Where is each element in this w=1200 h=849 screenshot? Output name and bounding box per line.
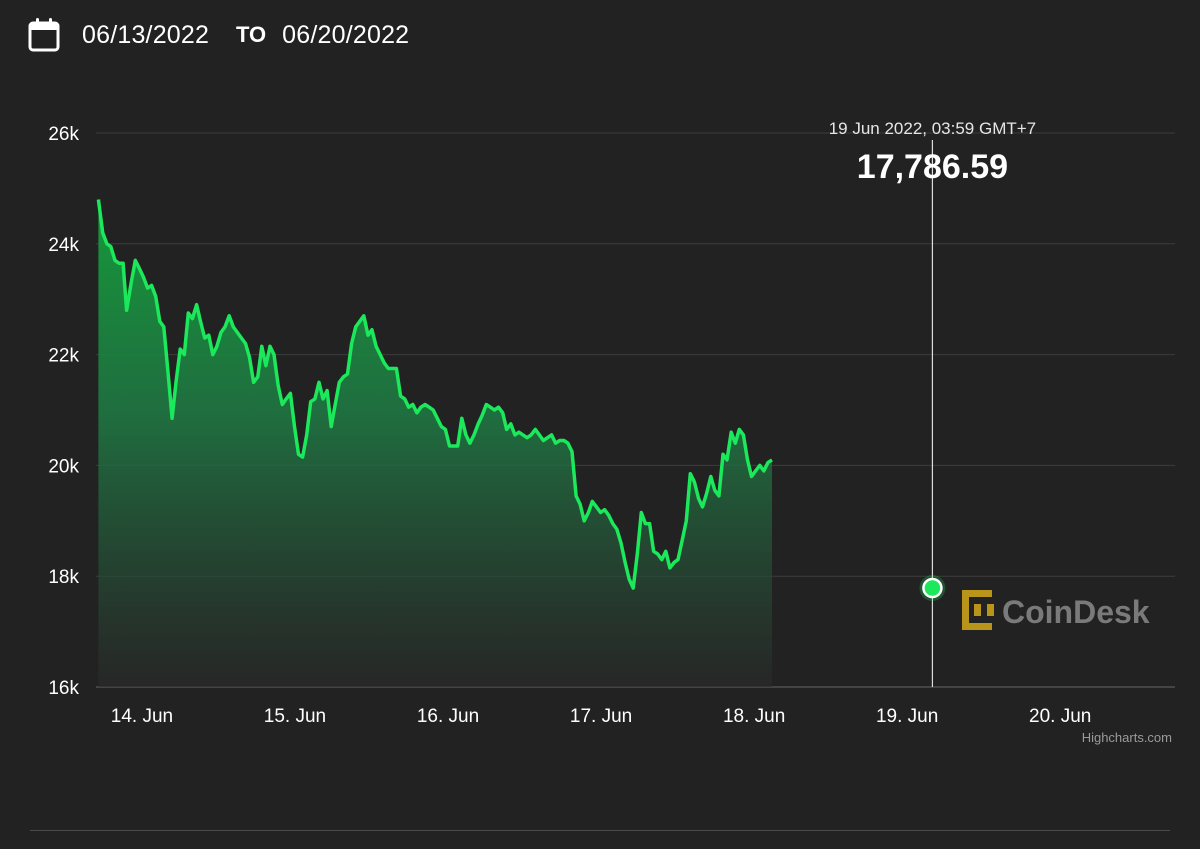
hover-marker[interactable]: [922, 577, 943, 599]
x-tick-label: 14. Jun: [111, 706, 173, 727]
coindesk-logo-icon: [962, 590, 994, 630]
x-tick-label: 20. Jun: [1029, 706, 1091, 727]
tooltip-value: 17,786.59: [857, 148, 1008, 186]
bottom-divider: [30, 830, 1170, 831]
date-range-separator: TO: [236, 22, 267, 47]
y-tick-label: 22k: [48, 346, 79, 367]
y-tick-label: 26k: [48, 124, 79, 145]
y-tick-label: 18k: [48, 567, 79, 588]
end-date-input[interactable]: 06/20/2022: [282, 20, 410, 49]
x-tick-label: 18. Jun: [723, 706, 785, 727]
coindesk-wordmark: CoinDesk: [1002, 594, 1150, 630]
y-tick-label: 24k: [48, 235, 79, 256]
x-tick-label: 19. Jun: [876, 706, 938, 727]
tooltip-datetime: 19 Jun 2022, 03:59 GMT+7: [829, 119, 1036, 138]
price-line[interactable]: [96, 199, 773, 590]
coindesk-watermark: CoinDesk: [962, 590, 1150, 630]
highcharts-credits[interactable]: Highcharts.com: [1082, 730, 1172, 745]
x-tick-label: 16. Jun: [417, 706, 479, 727]
y-tick-label: 20k: [48, 456, 79, 477]
date-range-picker: 06/13/2022 TO 06/20/2022: [28, 12, 422, 58]
x-tick-label: 17. Jun: [570, 706, 632, 727]
y-axis: 16k 18k 20k 22k 24k 26k: [48, 124, 79, 699]
calendar-icon[interactable]: [28, 18, 60, 52]
x-axis: 14. Jun 15. Jun 16. Jun 17. Jun 18. Jun 19. J…: [111, 706, 1092, 727]
x-tick-label: 15. Jun: [264, 706, 326, 727]
y-tick-label: 16k: [48, 678, 79, 699]
start-date-input[interactable]: 06/13/2022: [82, 20, 210, 49]
price-area-fill: [98, 199, 772, 687]
